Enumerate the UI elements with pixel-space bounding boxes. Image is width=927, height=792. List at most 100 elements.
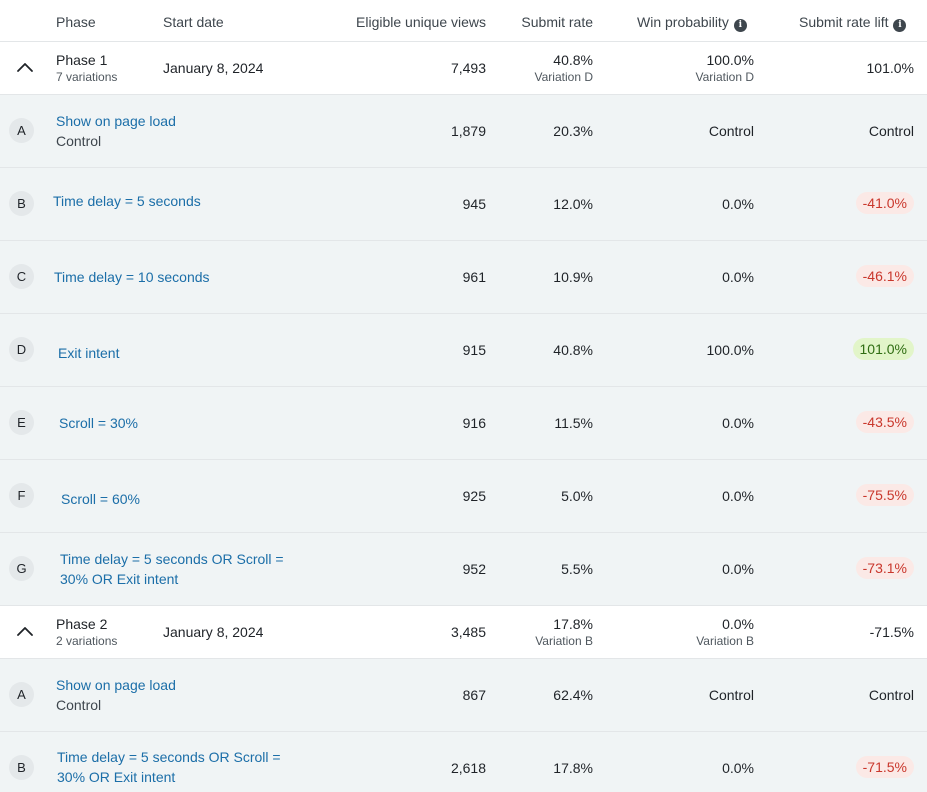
variation-name-link[interactable]: Time delay = 5 seconds OR Scroll = 30% OR… (57, 747, 281, 787)
variation-lift-badge: -73.1% (855, 557, 914, 579)
phase-submit-rate: 17.8% (553, 616, 593, 632)
phase-start-date: January 8, 2024 (163, 624, 264, 640)
variation-name-link[interactable]: Time delay = 5 seconds OR Scroll = 30% OR… (60, 549, 284, 589)
variation-lift-badge: -43.5% (855, 411, 914, 433)
phase-row[interactable]: Phase 1 7 variations January 8, 2024 7,4… (0, 42, 927, 95)
variation-row: E Scroll = 30% 916 11.5% 0.0% -43.5% (0, 387, 927, 460)
variation-name-line: 30% OR Exit intent (60, 571, 179, 587)
variation-win-probability: 0.0% (722, 269, 754, 285)
variation-views: 945 (462, 196, 486, 212)
variation-win-probability: 0.0% (722, 415, 754, 431)
variation-views: 915 (462, 342, 486, 358)
variation-lift-badge: -46.1% (855, 265, 914, 287)
phase-name: Phase 1 (56, 52, 108, 68)
variation-name-link[interactable]: Show on page load (56, 113, 176, 129)
variation-lift: Control (868, 123, 914, 139)
variation-row: D Exit intent 915 40.8% 100.0% 101.0% (0, 314, 927, 387)
variation-lift-badge: 101.0% (852, 338, 914, 360)
variation-lift-badge: -71.5% (855, 756, 914, 778)
variation-name-link[interactable]: Scroll = 60% (61, 491, 140, 507)
phase-lift: 101.0% (866, 60, 914, 76)
variation-letter-badge: E (9, 410, 34, 435)
info-icon[interactable]: i (893, 19, 907, 32)
variation-control-label: Control (56, 697, 102, 713)
phase-row[interactable]: Phase 2 2 variations January 8, 2024 3,4… (0, 606, 927, 659)
column-header-submit-rate[interactable]: Submit rate (521, 14, 593, 30)
variation-name-link[interactable]: Exit intent (58, 345, 120, 361)
variation-letter-badge: B (9, 191, 34, 216)
phase-lift: -71.5% (869, 624, 914, 640)
variation-win-probability: Control (708, 687, 754, 703)
phase-win-probability: 0.0% (722, 616, 754, 632)
table-header: Phase Start date Eligible unique views S… (0, 0, 927, 42)
variation-row: C Time delay = 10 seconds 961 10.9% 0.0%… (0, 241, 927, 314)
column-header-phase[interactable]: Phase (56, 14, 96, 30)
variation-win-probability: Control (708, 123, 754, 139)
variation-name-link[interactable]: Scroll = 30% (59, 415, 138, 431)
phase-win-probability-variation: Variation D (695, 70, 754, 84)
phase-variations-count: 7 variations (56, 70, 118, 84)
phase-submit-rate-variation: Variation B (535, 634, 593, 648)
variation-views: 867 (462, 687, 486, 703)
phase-win-probability-variation: Variation B (696, 634, 754, 648)
variation-name-line: Time delay = 5 seconds OR Scroll = (60, 551, 284, 567)
variation-row: F Scroll = 60% 925 5.0% 0.0% -75.5% (0, 460, 927, 533)
variation-win-probability: 100.0% (706, 342, 754, 358)
variation-row: G Time delay = 5 seconds OR Scroll = 30% … (0, 533, 927, 606)
phase-submit-rate: 40.8% (553, 52, 593, 68)
variation-win-probability: 0.0% (722, 561, 754, 577)
column-header-start-date[interactable]: Start date (163, 14, 224, 30)
variation-row: A Show on page load Control 1,879 20.3% … (0, 95, 927, 168)
variation-views: 1,879 (450, 123, 486, 139)
variation-letter-badge: D (9, 337, 34, 362)
variation-letter-badge: C (9, 264, 34, 289)
phase-win-probability: 100.0% (706, 52, 754, 68)
variation-row: B Time delay = 5 seconds 945 12.0% 0.0% … (0, 168, 927, 241)
variation-submit-rate: 11.5% (554, 415, 593, 431)
column-header-submit-rate-lift[interactable]: Submit rate lift i (799, 14, 907, 32)
variation-views: 925 (462, 488, 486, 504)
variation-name-link[interactable]: Show on page load (56, 677, 176, 693)
variation-letter-badge: A (9, 118, 34, 143)
variation-submit-rate: 12.0% (553, 196, 593, 212)
variation-views: 2,618 (450, 760, 486, 776)
variation-name-line: Time delay = 5 seconds OR Scroll = (57, 749, 281, 765)
variation-views: 961 (462, 269, 486, 285)
variation-letter-badge: A (9, 682, 34, 707)
variation-name-line: 30% OR Exit intent (57, 769, 176, 785)
phase-start-date: January 8, 2024 (163, 60, 264, 76)
variation-letter-badge: B (9, 755, 34, 780)
phase-submit-rate-variation: Variation D (534, 70, 593, 84)
column-header-win-probability[interactable]: Win probability i (637, 14, 747, 32)
info-icon[interactable]: i (733, 19, 747, 32)
variation-name-link[interactable]: Time delay = 10 seconds (54, 269, 210, 285)
variation-win-probability: 0.0% (722, 760, 754, 776)
variation-win-probability: 0.0% (722, 488, 754, 504)
variation-views: 916 (462, 415, 486, 431)
variation-control-label: Control (56, 133, 102, 149)
column-header-submit-rate-lift-label: Submit rate lift (799, 14, 889, 30)
variation-name-link[interactable]: Time delay = 5 seconds (53, 193, 201, 209)
variation-submit-rate: 5.0% (561, 488, 593, 504)
variation-submit-rate: 20.3% (553, 123, 593, 139)
column-header-win-probability-label: Win probability (637, 14, 729, 30)
chevron-up-icon[interactable] (14, 621, 36, 643)
variation-letter-badge: F (9, 483, 34, 508)
variation-submit-rate: 40.8% (553, 342, 593, 358)
variation-lift: Control (868, 687, 914, 703)
variation-row: B Time delay = 5 seconds OR Scroll = 30% … (0, 732, 927, 792)
phase-variations-count: 2 variations (56, 634, 118, 648)
variation-win-probability: 0.0% (722, 196, 754, 212)
variation-row: A Show on page load Control 867 62.4% Co… (0, 659, 927, 732)
variation-submit-rate: 17.8% (553, 760, 593, 776)
variation-submit-rate: 62.4% (553, 687, 593, 703)
column-header-views[interactable]: Eligible unique views (356, 14, 486, 30)
phase-views: 3,485 (450, 624, 486, 640)
variation-lift-badge: -41.0% (855, 192, 914, 214)
variation-letter-badge: G (9, 556, 34, 581)
variation-submit-rate: 5.5% (561, 561, 593, 577)
chevron-up-icon[interactable] (14, 57, 36, 79)
phase-views: 7,493 (450, 60, 486, 76)
variation-lift-badge: -75.5% (855, 484, 914, 506)
phase-name: Phase 2 (56, 616, 108, 632)
